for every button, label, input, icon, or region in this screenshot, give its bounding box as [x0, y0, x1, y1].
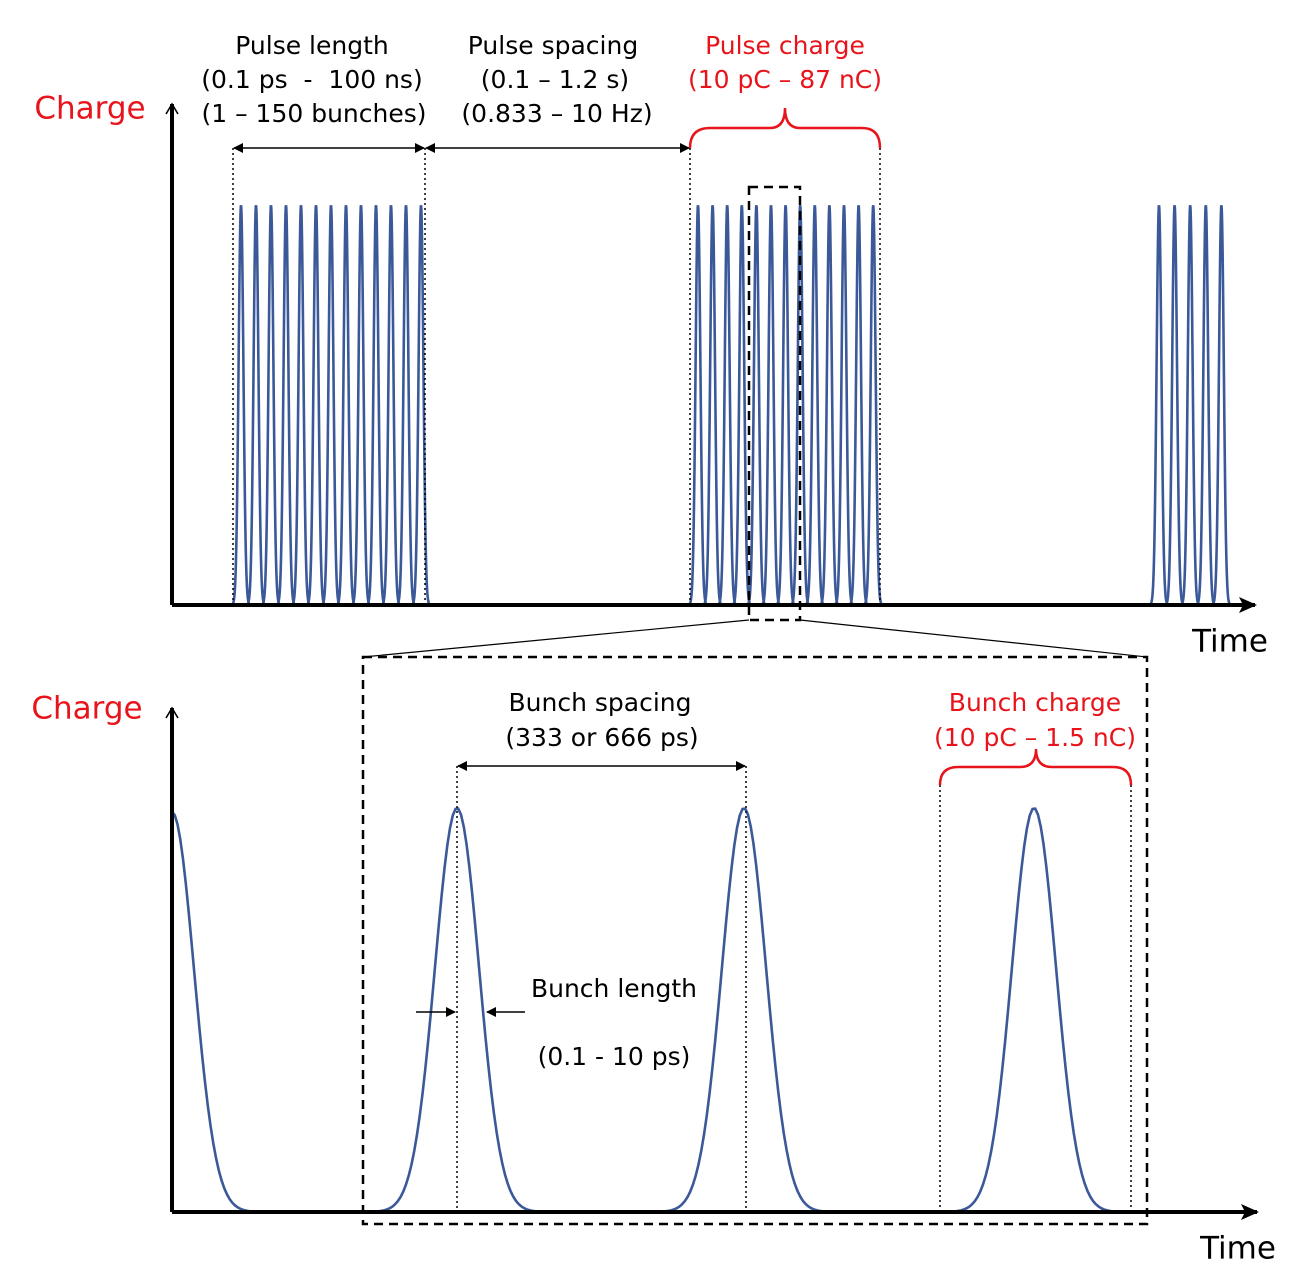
- label: (1 – 150 bunches): [201, 99, 426, 128]
- bunch: [1149, 204, 1169, 604]
- x-axis-label: Time: [1199, 1231, 1276, 1267]
- bunch: [834, 204, 854, 604]
- bunch: [366, 204, 386, 604]
- label: (10 pC – 1.5 nC): [934, 723, 1136, 752]
- bunch: [411, 204, 431, 604]
- bunch: [790, 204, 810, 604]
- bunch: [938, 807, 1129, 1214]
- label: (0.1 - 10 ps): [538, 1042, 691, 1071]
- brace: [688, 107, 882, 149]
- bunch: [321, 204, 341, 604]
- bunch: [231, 204, 251, 604]
- bunch: [688, 204, 708, 604]
- bunch: [381, 204, 401, 604]
- label: Pulse charge: [705, 31, 865, 60]
- bunch: [336, 204, 356, 604]
- waveforms: [171, 204, 1231, 1214]
- label: Bunch spacing: [509, 688, 692, 717]
- bunch: [1212, 204, 1231, 604]
- brace: [938, 748, 1133, 786]
- bunch: [171, 811, 261, 1214]
- bunch: [717, 204, 737, 604]
- zoom-line: [799, 619, 1148, 658]
- label: Pulse spacing: [468, 31, 638, 60]
- label: Bunch charge: [949, 688, 1121, 717]
- bunch: [246, 204, 266, 604]
- bunch: [776, 204, 795, 604]
- label: (333 or 666 ps): [505, 723, 698, 752]
- bunch: [820, 204, 839, 604]
- label: (0.1 – 1.2 s): [481, 65, 629, 94]
- bunch: [261, 204, 281, 604]
- bunch: [1180, 204, 1200, 604]
- label: (0.1 ps - 100 ns): [201, 65, 422, 94]
- bunch: [703, 204, 722, 604]
- bunch: [1196, 204, 1215, 604]
- label: (0.833 – 10 Hz): [461, 99, 652, 128]
- bunch: [732, 204, 751, 604]
- zoom-line: [362, 619, 750, 658]
- label: Bunch length: [531, 974, 697, 1003]
- label: (10 pC – 87 nC): [688, 65, 882, 94]
- bunch: [351, 204, 371, 604]
- bunch: [849, 204, 868, 604]
- bunch: [291, 204, 311, 604]
- x-axis-label: Time: [1191, 624, 1268, 660]
- zoom-box: [361, 655, 1149, 1226]
- bunch: [747, 204, 766, 604]
- bunch: [761, 204, 781, 604]
- y-axis-label: Charge: [34, 91, 145, 127]
- bunch: [306, 204, 326, 604]
- bunch: [648, 807, 839, 1214]
- label: Pulse length: [235, 31, 388, 60]
- bunch: [863, 204, 883, 604]
- bunch: [805, 204, 824, 604]
- zoom-box: [747, 185, 802, 622]
- bunch: [276, 204, 296, 604]
- bunch: [396, 204, 416, 604]
- bunch: [1165, 204, 1184, 604]
- bunch: [361, 807, 552, 1214]
- y-axis-label: Charge: [31, 691, 142, 727]
